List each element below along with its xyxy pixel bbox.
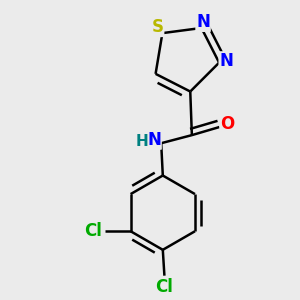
- Text: Cl: Cl: [155, 278, 173, 296]
- Text: N: N: [196, 13, 210, 31]
- Text: N: N: [219, 52, 233, 70]
- Text: H: H: [135, 134, 148, 149]
- Text: O: O: [220, 116, 235, 134]
- Text: N: N: [147, 131, 161, 149]
- Text: S: S: [152, 18, 164, 36]
- Text: Cl: Cl: [85, 222, 102, 240]
